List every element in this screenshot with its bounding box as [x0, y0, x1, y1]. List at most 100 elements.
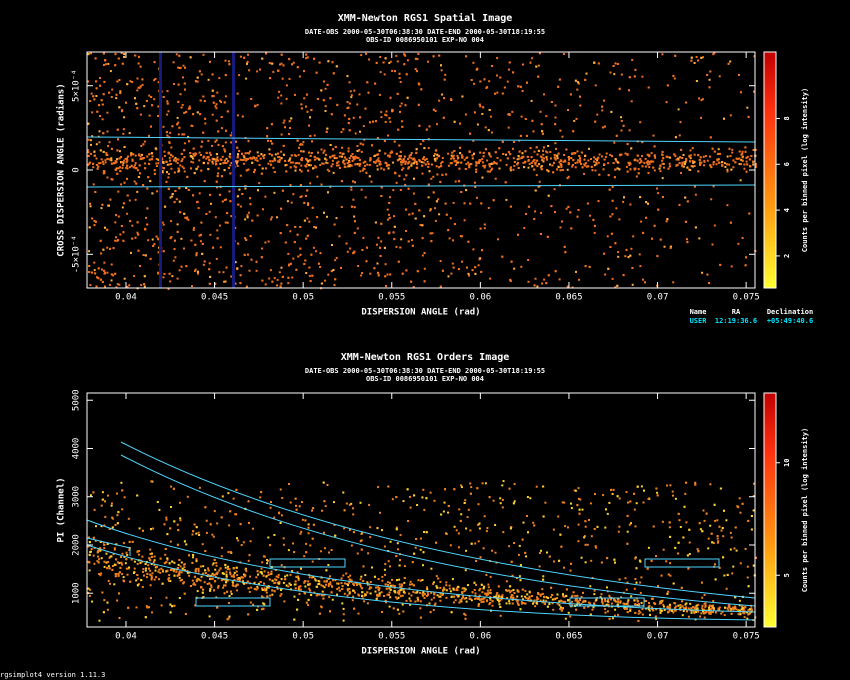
pixel	[179, 164, 182, 167]
pixel	[566, 168, 569, 171]
pixel	[526, 81, 528, 84]
pixel	[273, 171, 276, 173]
pixel	[729, 155, 732, 157]
pixel	[150, 578, 153, 581]
pixel	[490, 169, 493, 172]
pixel	[538, 52, 541, 55]
pixel	[295, 504, 297, 507]
pixel	[583, 535, 586, 538]
pixel	[102, 248, 105, 251]
pixel	[631, 58, 634, 61]
pixel	[306, 163, 308, 166]
pixel	[697, 154, 700, 157]
pixel	[579, 598, 581, 601]
pixel	[275, 575, 278, 578]
pixel	[228, 63, 231, 66]
pixel	[473, 82, 475, 85]
pixel	[123, 159, 126, 162]
pixel	[579, 498, 582, 501]
pixel	[102, 163, 105, 166]
pixel	[225, 129, 227, 132]
pixel	[284, 241, 287, 244]
pixel	[236, 537, 238, 540]
pixel	[539, 166, 542, 169]
pixel	[341, 602, 344, 605]
pixel	[489, 115, 492, 118]
pixel	[712, 542, 715, 545]
pixel	[157, 105, 160, 108]
pixel	[318, 582, 321, 585]
pixel	[278, 580, 281, 583]
pixel	[289, 157, 292, 160]
pixel	[137, 583, 140, 586]
pixel	[302, 150, 305, 153]
pixel	[162, 161, 164, 164]
pixel	[155, 162, 158, 165]
pixel	[712, 185, 715, 188]
pixel	[595, 163, 598, 166]
pixel	[709, 612, 712, 615]
pixel	[170, 163, 173, 165]
pixel	[262, 155, 265, 157]
pixel	[677, 157, 680, 160]
pixel	[418, 83, 421, 86]
pixel	[116, 172, 119, 175]
pixel	[193, 154, 196, 157]
pixel	[343, 582, 346, 585]
pixel	[586, 543, 589, 546]
pixel	[211, 73, 214, 76]
pixel	[617, 255, 620, 258]
pixel	[224, 162, 227, 164]
pixel	[350, 188, 353, 191]
pixel	[298, 75, 301, 78]
pixel	[567, 163, 570, 166]
pixel	[142, 184, 145, 187]
pixel	[573, 152, 575, 155]
pixel	[389, 273, 392, 276]
pixel	[121, 164, 124, 167]
pixel	[607, 601, 610, 604]
pixel	[478, 103, 481, 106]
pixel	[249, 197, 251, 200]
pixel	[421, 237, 424, 240]
pixel	[192, 228, 195, 231]
pixel	[328, 596, 331, 599]
pixel	[706, 74, 709, 76]
pixel	[459, 122, 461, 125]
pixel	[669, 574, 672, 577]
pixel	[440, 69, 443, 72]
pixel	[123, 146, 126, 148]
pixel	[580, 602, 583, 605]
pixel	[334, 278, 337, 281]
pixel	[183, 170, 186, 173]
pixel	[467, 508, 470, 511]
pixel	[119, 233, 122, 236]
pixel	[646, 153, 649, 156]
pixel	[235, 140, 237, 143]
pixel	[684, 196, 687, 199]
pixel	[507, 151, 510, 154]
pixel	[102, 170, 105, 173]
pixel	[142, 143, 145, 146]
pixel	[267, 139, 270, 142]
pixel	[513, 592, 516, 594]
pixel	[680, 172, 682, 174]
pixel	[162, 276, 165, 279]
pixel	[411, 244, 414, 247]
pixel	[199, 154, 202, 156]
pixel	[354, 155, 357, 158]
pixel	[361, 597, 364, 600]
pixel	[262, 208, 264, 211]
pixel	[475, 162, 478, 165]
pixel	[388, 213, 390, 216]
pixel	[513, 267, 516, 270]
pixel	[353, 206, 356, 209]
pixel	[153, 578, 156, 581]
pixel	[567, 175, 570, 178]
pixel	[488, 165, 491, 168]
pixel	[280, 593, 283, 596]
pixel	[280, 133, 283, 136]
pixel	[518, 150, 521, 153]
pixel	[703, 616, 706, 619]
pixel	[535, 65, 538, 68]
